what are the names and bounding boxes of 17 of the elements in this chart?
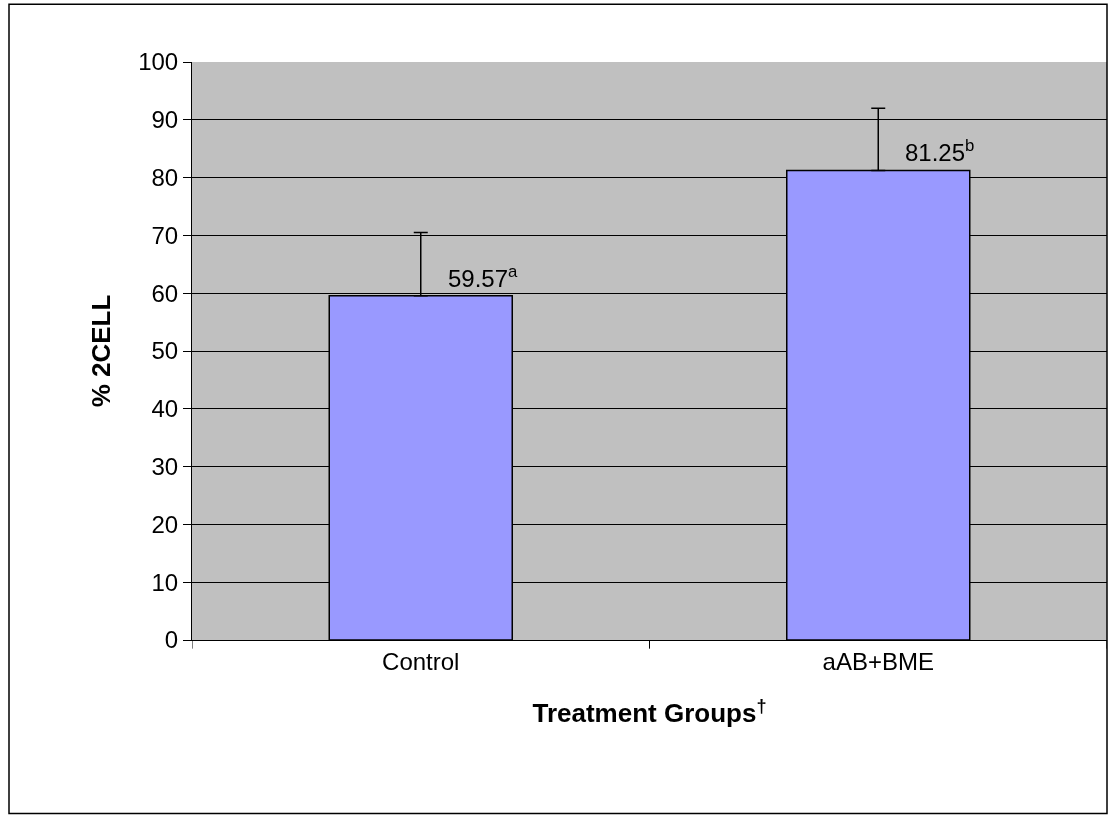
y-tick-label: 90 [151, 106, 179, 134]
x-tick-label: aAB+BME [822, 647, 934, 675]
x-axis-title: Treatment Groups$^{†}$ [532, 695, 767, 729]
data-label: 59.57$^{a}$ [448, 262, 519, 293]
y-tick-label: 50 [151, 337, 179, 365]
y-tick-label: 20 [151, 510, 179, 538]
y-tick-label: 10 [151, 568, 179, 596]
y-tick-label: 0 [164, 626, 179, 654]
y-tick-label: 40 [151, 395, 179, 423]
data-label: 81.25$^{b}$ [905, 136, 975, 167]
y-axis-title: % 2CELL [85, 294, 116, 408]
y-tick-label: 60 [151, 279, 179, 307]
y-tick-label: 30 [151, 453, 179, 480]
x-tick-label: Control [382, 647, 460, 675]
y-tick-label: 100 [138, 48, 179, 76]
y-tick-label: 70 [151, 221, 179, 249]
y-tick-label: 80 [151, 164, 179, 191]
